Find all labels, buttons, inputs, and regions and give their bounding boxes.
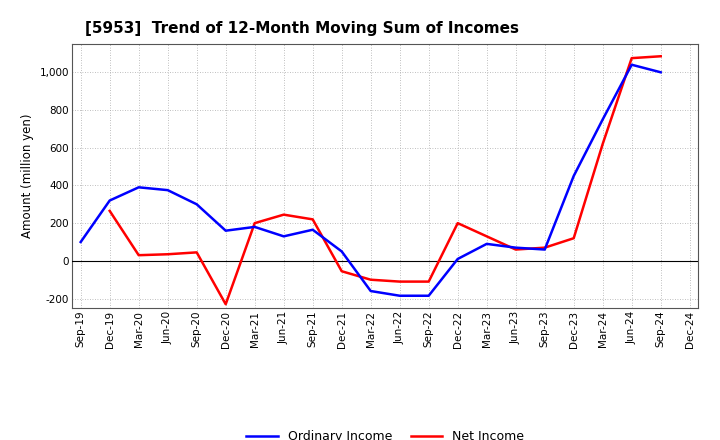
Net Income — [627, 55, 636, 61]
Ordinary Income — [482, 241, 491, 246]
Net Income — [163, 252, 172, 257]
Net Income — [598, 141, 607, 147]
Net Income — [424, 279, 433, 284]
Ordinary Income — [657, 70, 665, 75]
Net Income — [366, 277, 375, 282]
Net Income — [221, 301, 230, 307]
Ordinary Income — [541, 247, 549, 252]
Ordinary Income — [105, 198, 114, 203]
Net Income — [251, 220, 259, 226]
Net Income — [657, 54, 665, 59]
Ordinary Income — [163, 187, 172, 193]
Ordinary Income — [366, 288, 375, 293]
Net Income — [482, 234, 491, 239]
Line: Ordinary Income: Ordinary Income — [81, 65, 661, 296]
Line: Net Income: Net Income — [109, 56, 661, 304]
Text: [5953]  Trend of 12-Month Moving Sum of Incomes: [5953] Trend of 12-Month Moving Sum of I… — [84, 21, 518, 36]
Net Income — [308, 217, 317, 222]
Ordinary Income — [251, 224, 259, 230]
Ordinary Income — [598, 117, 607, 122]
Net Income — [570, 235, 578, 241]
Net Income — [135, 253, 143, 258]
Ordinary Income — [279, 234, 288, 239]
Ordinary Income — [454, 257, 462, 262]
Net Income — [338, 268, 346, 274]
Net Income — [279, 212, 288, 217]
Ordinary Income — [76, 239, 85, 245]
Ordinary Income — [338, 249, 346, 254]
Net Income — [192, 250, 201, 255]
Ordinary Income — [627, 62, 636, 67]
Ordinary Income — [424, 293, 433, 298]
Ordinary Income — [308, 227, 317, 232]
Net Income — [454, 220, 462, 226]
Ordinary Income — [570, 173, 578, 179]
Y-axis label: Amount (million yen): Amount (million yen) — [21, 114, 34, 238]
Legend: Ordinary Income, Net Income: Ordinary Income, Net Income — [241, 425, 529, 440]
Net Income — [541, 245, 549, 250]
Ordinary Income — [192, 202, 201, 207]
Net Income — [511, 247, 520, 252]
Ordinary Income — [135, 185, 143, 190]
Ordinary Income — [395, 293, 404, 298]
Ordinary Income — [221, 228, 230, 233]
Net Income — [105, 208, 114, 213]
Net Income — [395, 279, 404, 284]
Ordinary Income — [511, 245, 520, 250]
